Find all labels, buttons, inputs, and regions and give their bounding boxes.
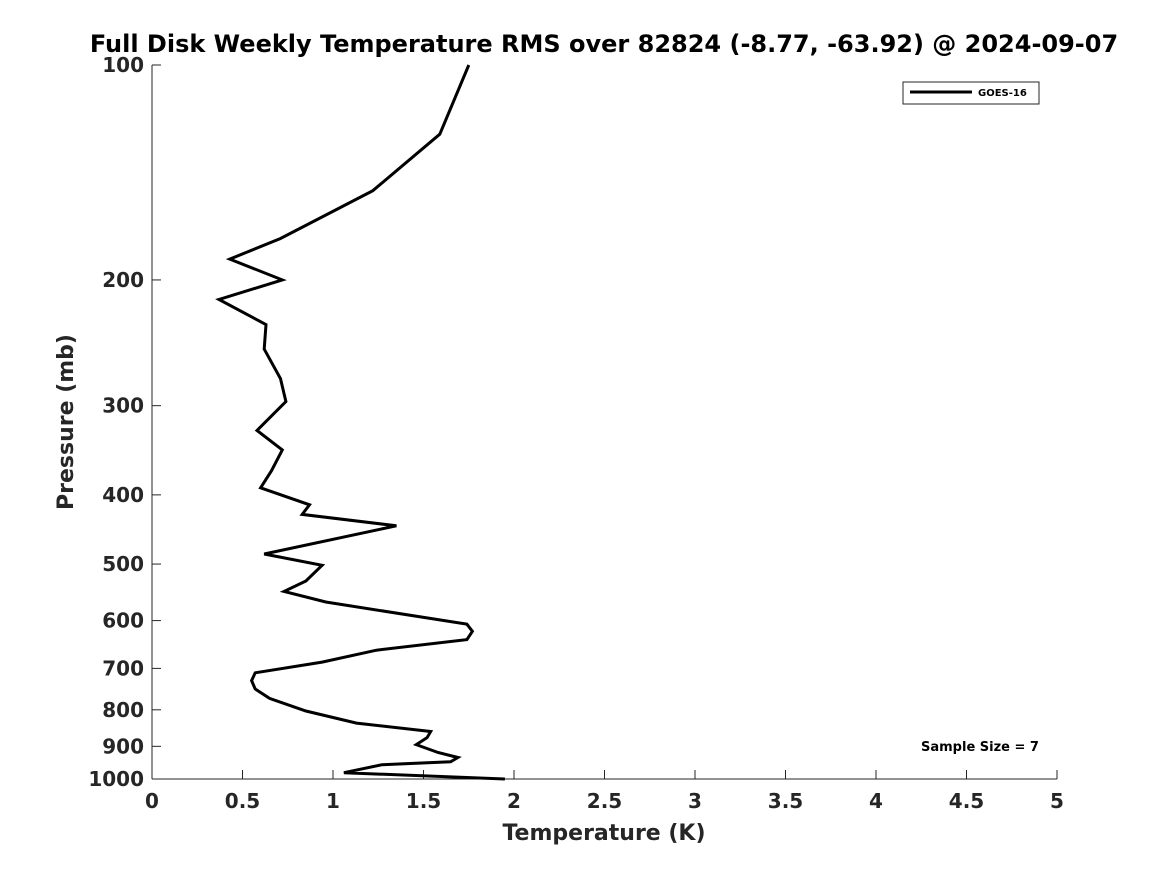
x-ticks: 0 0.5 1 1.5 2 2.5 3 3.5 4 4.5 5 (145, 770, 1064, 813)
y-tick-label: 900 (102, 734, 144, 758)
x-tick-label: 1.5 (406, 789, 441, 813)
y-tick-label: 1000 (88, 767, 144, 791)
plot-area: 0 0.5 1 1.5 2 2.5 3 3.5 4 4.5 5 100 200 300 400 500 600… (88, 53, 1064, 813)
x-tick-label: 2.5 (587, 789, 622, 813)
x-tick-label: 4.5 (949, 789, 984, 813)
x-tick-label: 5 (1050, 789, 1064, 813)
y-tick-label: 500 (102, 552, 144, 576)
y-axis-label: Pressure (mb) (54, 334, 79, 510)
y-tick-label: 100 (102, 53, 144, 77)
x-tick-label: 0 (145, 789, 159, 813)
x-tick-label: 2 (507, 789, 521, 813)
chart-title: Full Disk Weekly Temperature RMS over 82… (90, 30, 1118, 58)
series-layer (215, 64, 505, 781)
x-tick-label: 4 (869, 789, 883, 813)
y-tick-label: 400 (102, 483, 144, 507)
x-tick-label: 1 (326, 789, 340, 813)
x-axis-label: Temperature (K) (502, 821, 705, 846)
x-tick-label: 3.5 (768, 789, 803, 813)
x-tick-label: 3 (688, 789, 702, 813)
y-tick-label: 700 (102, 656, 144, 680)
y-tick-label: 300 (102, 394, 144, 418)
y-tick-label: 200 (102, 268, 144, 292)
x-tick-label: 0.5 (225, 789, 260, 813)
sample-size-annotation: Sample Size = 7 (921, 740, 1039, 755)
series-line-goes-16 (215, 64, 505, 781)
y-ticks: 100 200 300 400 500 600 700 800 900 1000 (88, 53, 161, 791)
y-tick-label: 800 (102, 698, 144, 722)
y-tick-label: 600 (102, 609, 144, 633)
legend-label-goes-16: GOES-16 (978, 88, 1027, 99)
legend: GOES-16 (902, 81, 1040, 105)
